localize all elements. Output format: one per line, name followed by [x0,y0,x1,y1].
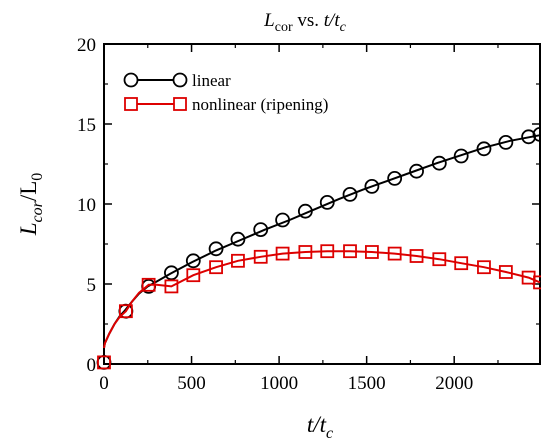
point-linear [230,231,246,247]
legend-item-linear: linear [123,71,231,90]
xlabel-sub: c [326,425,333,442]
x-tick-label: 1000 [260,373,298,394]
point-nonlinear [432,252,447,267]
point-nonlinear [454,256,469,271]
point-linear [164,265,179,281]
ylabel-sub2: 0 [29,173,46,181]
xlabel-main: t/t [307,412,327,437]
legend-marker [172,72,188,88]
x-tick-label: 2000 [435,373,473,394]
legend-item-nonlinear: nonlinear (ripening) [124,95,328,114]
point-linear [253,222,269,238]
y-axis-label: Lcor/L0 [16,173,46,237]
point-nonlinear [533,275,541,290]
title-rest: vs. [293,10,324,31]
point-linear [476,141,492,157]
legend-marker [124,97,138,111]
point-linear [532,127,541,142]
y-tick-label: 5 [87,275,97,296]
point-nonlinear [477,260,491,275]
point-linear [431,155,447,171]
point-nonlinear [275,246,290,261]
point-nonlinear [498,265,513,279]
point-nonlinear [97,355,111,370]
legend-label: nonlinear (ripening) [192,95,328,114]
series-layer [96,127,541,370]
point-linear [453,148,469,164]
x-tick-label: 1500 [348,373,386,394]
series-line-linear [103,134,541,349]
title-main: L [263,10,275,31]
point-linear [297,203,313,219]
title-sub: cor [275,20,293,35]
point-linear [521,129,537,145]
y-axis-ticks: 0 5 10 15 20 [77,35,540,376]
y-tick-label: 0 [87,355,97,376]
x-axis-label: t/tc [307,412,333,442]
legend: linear nonlinear (ripening) [123,71,328,114]
point-nonlinear [231,253,245,268]
title-italic-sub: c [340,20,347,35]
x-tick-label: 0 [99,373,109,394]
plot-area-frame [103,43,541,365]
series-linear [96,127,541,370]
point-linear [342,186,358,202]
chart-title: Lcor vs. t/tc [263,10,346,35]
point-linear [409,163,424,179]
legend-label: linear [192,71,231,90]
point-nonlinear [343,244,357,259]
point-linear [275,212,291,228]
y-tick-label: 15 [77,115,96,136]
point-linear [208,241,224,257]
x-axis-ticks: 0 500 1000 1500 2000 [99,44,499,394]
point-nonlinear [298,245,313,259]
point-nonlinear [186,268,201,283]
point-nonlinear [253,249,268,264]
x-tick-label: 500 [177,373,206,394]
point-nonlinear [141,277,156,292]
point-linear [185,253,201,269]
point-linear [364,178,380,194]
title-italic: t/t [324,10,341,31]
series-line-nonlinear [103,250,541,349]
point-linear [319,194,335,210]
point-nonlinear [209,260,223,275]
legend-marker [123,72,139,88]
point-linear [498,134,514,150]
ylabel-main: L [16,222,41,236]
point-nonlinear [409,249,424,263]
y-tick-label: 20 [77,35,96,56]
point-nonlinear [320,244,335,259]
point-nonlinear [118,304,133,319]
point-nonlinear [164,279,179,294]
legend-marker [173,97,187,111]
point-linear [387,170,403,186]
series-nonlinear [97,244,541,370]
ylabel-sub: cor [29,200,46,222]
point-nonlinear [387,246,402,261]
ylabel-mid: /L [16,181,41,201]
point-nonlinear [365,245,379,259]
y-tick-label: 10 [77,195,96,216]
